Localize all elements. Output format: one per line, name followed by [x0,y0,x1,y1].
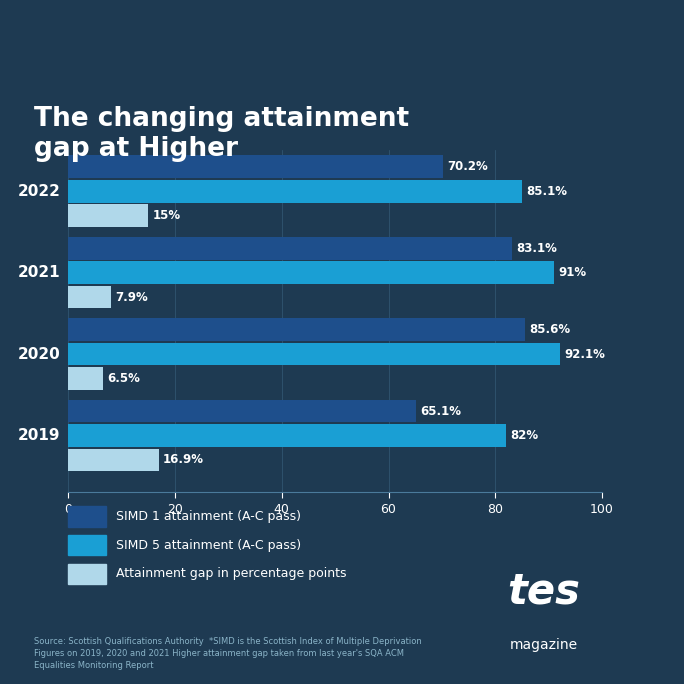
Bar [68,205,148,227]
Text: 2019: 2019 [18,428,60,443]
Bar [68,261,554,284]
Text: SIMD 1 attainment (A-C pass): SIMD 1 attainment (A-C pass) [116,510,301,523]
Text: Attainment gap in percentage points: Attainment gap in percentage points [116,567,347,581]
Text: tes: tes [508,570,580,612]
Text: 85.6%: 85.6% [529,323,570,336]
Text: 91%: 91% [558,266,586,279]
Text: 2022: 2022 [18,184,60,198]
Bar [68,449,159,471]
Text: 6.5%: 6.5% [107,372,140,385]
Text: 83.1%: 83.1% [516,241,557,254]
Text: SIMD 5 attainment (A-C pass): SIMD 5 attainment (A-C pass) [116,538,302,552]
Text: 7.9%: 7.9% [115,291,148,304]
Text: 15%: 15% [153,209,181,222]
Text: 2020: 2020 [18,347,60,362]
Bar [68,180,523,202]
Bar [68,424,506,447]
Text: 82%: 82% [510,429,538,442]
Bar [68,286,111,308]
Text: magazine: magazine [510,637,578,652]
Text: 65.1%: 65.1% [420,404,461,417]
Text: 92.1%: 92.1% [564,347,605,360]
Bar [68,318,525,341]
Bar [68,155,443,178]
Bar [68,343,560,365]
Text: 16.9%: 16.9% [163,453,204,466]
Text: 85.1%: 85.1% [527,185,568,198]
Text: 70.2%: 70.2% [447,160,488,173]
Bar [68,399,416,423]
Text: The changing attainment
gap at Higher: The changing attainment gap at Higher [34,106,409,162]
Text: 2021: 2021 [18,265,60,280]
Bar [68,237,512,260]
Text: Source: Scottish Qualifications Authority  *SIMD is the Scottish Index of Multip: Source: Scottish Qualifications Authorit… [34,637,422,670]
Bar [68,367,103,390]
